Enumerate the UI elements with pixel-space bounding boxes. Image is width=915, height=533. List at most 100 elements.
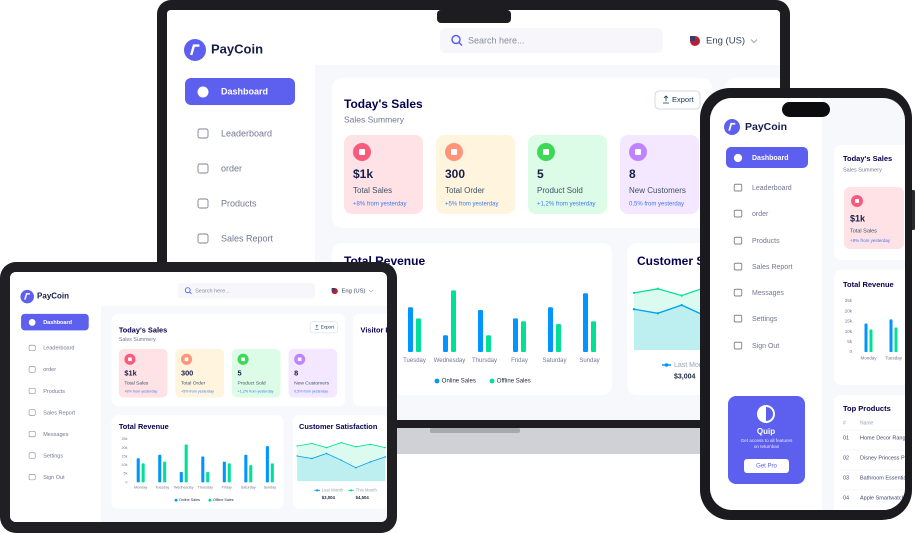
menu-item-active[interactable]: [185, 78, 295, 105]
menu-item[interactable]: Leaderboard: [43, 346, 74, 352]
stat-change: +5% from yesterday: [181, 389, 214, 393]
point: [325, 446, 328, 449]
legend-label: Last Month: [322, 487, 344, 492]
promo-title: Quip: [757, 427, 775, 436]
x-tick-label: Thursday: [472, 358, 497, 364]
point: [384, 456, 386, 458]
bar: [206, 471, 210, 483]
card-title: Today's Sales: [119, 325, 167, 334]
stat-value: 300: [445, 167, 465, 181]
menu-item[interactable]: Leaderboard: [752, 185, 792, 192]
menu-item[interactable]: Sales Report: [752, 264, 793, 271]
menu-item[interactable]: Messages: [43, 432, 68, 438]
legend-swatch: [208, 498, 212, 502]
card-title: Today's Sales: [344, 97, 423, 111]
satisfaction-card: [292, 415, 387, 509]
menu-item[interactable]: Settings: [752, 316, 778, 323]
point: [296, 445, 298, 447]
point: [656, 287, 660, 290]
stat-change: +5% from yesterday: [445, 202, 499, 208]
bar: [184, 444, 188, 483]
menu-icon: [733, 183, 743, 192]
language: Eng (US): [706, 36, 745, 47]
tablet-screen: PayCoin Search here... Eng (US) Dashboard Le…: [10, 272, 387, 522]
menu-item[interactable]: Products: [221, 198, 257, 208]
point: [311, 442, 313, 445]
menu-item[interactable]: Dashboard: [221, 86, 268, 96]
point: [296, 455, 298, 457]
bar: [227, 463, 231, 483]
menu-icon: [733, 153, 743, 163]
y-tick-label: 10k: [122, 463, 128, 467]
card-subtitle: Sales Summery: [119, 337, 156, 343]
menu-icon: [28, 366, 36, 373]
export-label: Export: [672, 95, 695, 104]
point: [355, 466, 357, 469]
bar: [583, 293, 588, 352]
legend-swatch: [174, 498, 178, 502]
laptop-notch: [437, 10, 511, 23]
point: [355, 446, 357, 448]
menu-icon: [28, 344, 36, 351]
revenue-card: [834, 270, 905, 385]
menu-icon: [197, 128, 209, 139]
logo-glyph: [24, 293, 30, 300]
bar: [136, 458, 140, 483]
bar: [548, 307, 553, 352]
card-title: Customer Satisfaction: [299, 422, 378, 431]
x-tick-label: Thursday: [198, 485, 214, 489]
legend-label: Offline Sales: [497, 379, 531, 385]
x-tick-label: Sunday: [264, 485, 277, 489]
menu-item[interactable]: order: [43, 367, 56, 373]
table-header: #: [843, 420, 846, 426]
x-tick-label: Wednesday: [434, 358, 466, 364]
x-tick-label: Friday: [511, 358, 528, 364]
stat-label: New Customers: [294, 381, 329, 387]
menu-item[interactable]: Sign Out: [752, 343, 779, 350]
menu-item[interactable]: Products: [43, 389, 65, 395]
export-button[interactable]: [309, 321, 339, 334]
promo-button-label[interactable]: Get Pro: [756, 464, 777, 470]
menu-item[interactable]: Settings: [43, 453, 63, 459]
stat-label: Product Sold: [238, 381, 266, 387]
stat-change: +8% from yesterday: [124, 389, 157, 393]
y-tick-label: 0: [125, 480, 127, 484]
menu-item[interactable]: Dashboard: [43, 320, 72, 326]
y-tick-label: 20k: [845, 308, 853, 313]
stat-label: Total Order: [181, 381, 206, 387]
promo-button[interactable]: [744, 459, 789, 473]
menu-icon: [733, 341, 743, 350]
menu-item[interactable]: order: [752, 211, 769, 218]
visitor-card: [353, 313, 387, 407]
menu-item[interactable]: order: [221, 163, 242, 173]
menu-item-active[interactable]: [21, 313, 89, 331]
promo-text: Get access to all features on tetumbas: [740, 438, 793, 449]
export-button[interactable]: [654, 90, 701, 110]
menu-item[interactable]: Dashboard: [752, 155, 789, 162]
menu-item[interactable]: Messages: [752, 290, 784, 297]
table-cell: 03: [843, 475, 849, 481]
bar: [443, 335, 448, 352]
products-card: [834, 395, 905, 510]
bar: [265, 446, 269, 483]
stat-icon-glyph: [184, 357, 189, 362]
bar: [889, 319, 893, 352]
menu-icon: [28, 431, 36, 438]
table-cell: Apple Smartwatches: [860, 495, 911, 501]
menu-item[interactable]: Leaderboard: [221, 128, 272, 138]
bar: [556, 324, 561, 352]
menu-item[interactable]: Sales Report: [43, 410, 75, 416]
legend-label: Offline Sales: [213, 498, 234, 502]
legend-total: $3,004: [322, 495, 336, 500]
bar: [451, 290, 456, 352]
menu-item[interactable]: Sign Out: [43, 475, 65, 481]
menu-icon: [197, 86, 209, 98]
export-icon: [663, 95, 669, 104]
menu-item[interactable]: Sales Report: [221, 233, 274, 243]
legend-swatch: [434, 378, 440, 384]
menu-item[interactable]: Products: [752, 238, 780, 245]
y-tick-label: 20k: [122, 446, 128, 450]
point: [340, 459, 342, 461]
menu-item-active[interactable]: [726, 147, 808, 168]
card-title: Total Revenue: [119, 422, 169, 431]
